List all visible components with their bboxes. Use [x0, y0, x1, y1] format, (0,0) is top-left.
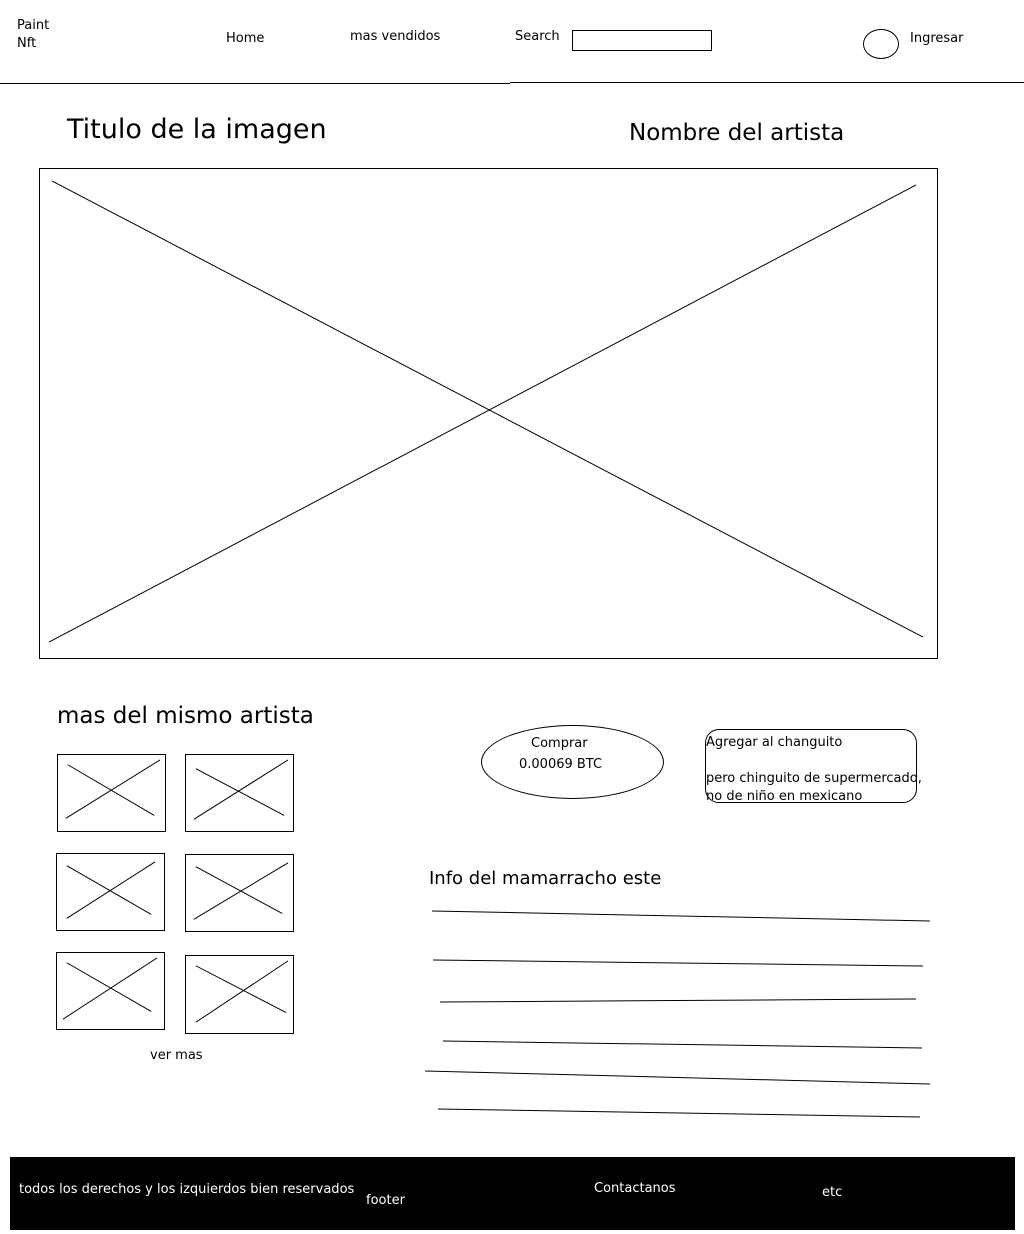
add-to-cart-button[interactable]	[705, 729, 917, 803]
artist-name[interactable]: Nombre del artista	[629, 120, 845, 146]
thumbnail-image-icon[interactable]	[185, 854, 294, 932]
search-label: Search	[515, 29, 560, 44]
price-label: 0.00069 BTC	[519, 757, 603, 772]
thumbnail-image-icon[interactable]	[56, 853, 165, 931]
logo-line-1: Paint	[17, 18, 50, 33]
nav-best-sellers-link[interactable]: mas vendidos	[350, 29, 441, 44]
search-input[interactable]	[572, 30, 712, 51]
see-more-link[interactable]: ver mas	[150, 1048, 203, 1063]
thumbnail-image-icon[interactable]	[185, 955, 294, 1034]
info-text-placeholder-lines	[424, 910, 931, 1118]
logo-line-2: Nft	[17, 36, 37, 51]
user-avatar-icon[interactable]	[863, 29, 899, 59]
footer: todos los derechos y los izquierdos bien…	[10, 1157, 1015, 1230]
footer-contact-link[interactable]: Contactanos	[594, 1181, 676, 1196]
header-divider	[0, 83, 510, 84]
footer-label: footer	[366, 1193, 405, 1208]
main-image-placeholder-icon	[39, 168, 938, 659]
cart-note-line-2: no de niño en mexicano	[706, 789, 863, 804]
buy-button[interactable]	[481, 725, 664, 799]
thumbnail-image-icon[interactable]	[185, 754, 294, 832]
logo[interactable]: Paint Nft	[17, 17, 49, 53]
info-heading: Info del mamarracho este	[429, 868, 662, 889]
footer-etc-link[interactable]: etc	[822, 1185, 843, 1200]
thumbnail-image-icon[interactable]	[57, 754, 166, 832]
buy-button-label[interactable]: Comprar	[531, 736, 588, 751]
add-to-cart-label[interactable]: Agregar al changuito	[706, 735, 843, 750]
header-divider-right	[510, 82, 1024, 83]
nav-home-link[interactable]: Home	[226, 31, 265, 46]
more-by-artist-heading: mas del mismo artista	[57, 703, 314, 729]
image-title: Titulo de la imagen	[67, 114, 327, 145]
cart-note-line-1: pero chinguito de supermercado,	[706, 771, 922, 786]
thumbnail-image-icon[interactable]	[56, 952, 165, 1030]
footer-rights-text: todos los derechos y los izquierdos bien…	[19, 1182, 355, 1197]
login-link[interactable]: Ingresar	[910, 31, 964, 46]
